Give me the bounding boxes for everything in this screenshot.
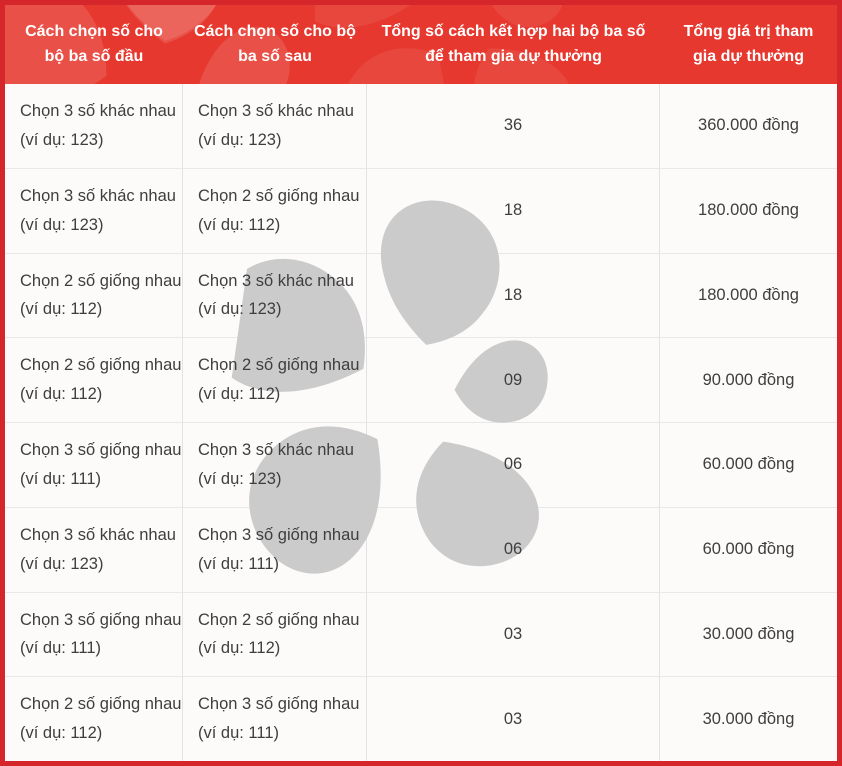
second-pick-example: (ví dụ: 112) xyxy=(198,385,281,404)
first-pick-text: Chọn 3 số khác nhau xyxy=(20,525,176,544)
cell-total-value: 60.000 đồng xyxy=(660,423,837,507)
second-pick-example: (ví dụ: 112) xyxy=(198,639,281,658)
second-pick-example: (ví dụ: 111) xyxy=(198,724,280,743)
total-value-text: 180.000 đồng xyxy=(698,201,799,220)
cell-combinations: 06 xyxy=(367,507,660,592)
table-header-row: Cách chọn số cho bộ ba số đầu Cách chọn … xyxy=(5,5,837,84)
combinations-value: 09 xyxy=(503,370,523,389)
cell-first-pick: Chọn 3 số khác nhau (ví dụ: 123) xyxy=(5,84,183,168)
header-combinations: Tổng số cách kết hợp hai bộ ba số để tha… xyxy=(381,22,646,65)
second-pick-example: (ví dụ: 112) xyxy=(198,215,281,234)
first-pick-text: Chọn 3 số giống nhau xyxy=(20,441,182,459)
cell-total-value: 360.000 đồng xyxy=(660,84,837,168)
first-pick-text: Chọn 3 số khác nhau xyxy=(20,186,176,205)
first-pick-example: (ví dụ: 112) xyxy=(20,300,103,319)
cell-first-pick: Chọn 3 số khác nhau (ví dụ: 123) xyxy=(5,507,183,592)
table-row: Chọn 2 số giống nhau (ví dụ: 112) Chọn 3… xyxy=(5,253,837,339)
cell-total-value: 30.000 đồng xyxy=(660,593,837,677)
cell-combinations: 18 xyxy=(367,168,660,253)
first-pick-example: (ví dụ: 111) xyxy=(20,639,102,658)
cell-combinations: 09 xyxy=(367,338,660,422)
cell-second-pick: Chọn 3 số khác nhau (ví dụ: 123) xyxy=(183,253,367,338)
first-pick-text: Chọn 3 số khác nhau xyxy=(20,102,176,120)
total-value-text: 30.000 đồng xyxy=(702,709,795,728)
second-pick-text: Chọn 3 số giống nhau xyxy=(198,525,360,544)
second-pick-text: Chọn 2 số giống nhau xyxy=(198,610,360,629)
cell-second-pick: Chọn 3 số khác nhau (ví dụ: 123) xyxy=(183,84,367,168)
table-row: Chọn 2 số giống nhau (ví dụ: 112) Chọn 3… xyxy=(5,677,837,761)
table-row: Chọn 3 số khác nhau (ví dụ: 123) Chọn 3 … xyxy=(5,507,837,593)
second-pick-example: (ví dụ: 123) xyxy=(198,130,282,149)
cell-combinations: 03 xyxy=(367,592,660,677)
table-row: Chọn 3 số khác nhau (ví dụ: 123) Chọn 2 … xyxy=(5,168,837,254)
second-pick-example: (ví dụ: 111) xyxy=(198,554,280,573)
cell-first-pick: Chọn 3 số giống nhau (ví dụ: 111) xyxy=(5,592,183,677)
combinations-value: 18 xyxy=(503,285,523,304)
total-value-text: 90.000 đồng xyxy=(702,370,795,389)
second-pick-text: Chọn 3 số khác nhau xyxy=(198,102,354,120)
table-row: Chọn 3 số giống nhau (ví dụ: 111) Chọn 2… xyxy=(5,592,837,678)
header-second-triple: Cách chọn số cho bộ ba số sau xyxy=(194,22,356,65)
cell-second-pick: Chọn 2 số giống nhau (ví dụ: 112) xyxy=(183,592,367,677)
total-value-text: 60.000 đồng xyxy=(702,540,795,559)
first-pick-example: (ví dụ: 123) xyxy=(20,130,104,149)
cell-second-pick: Chọn 2 số giống nhau (ví dụ: 112) xyxy=(183,338,367,422)
second-pick-text: Chọn 2 số giống nhau xyxy=(198,356,360,375)
second-pick-example: (ví dụ: 123) xyxy=(198,469,282,488)
combinations-value: 06 xyxy=(503,540,523,559)
first-pick-example: (ví dụ: 111) xyxy=(20,469,102,488)
total-value-text: 60.000 đồng xyxy=(702,455,795,474)
cell-first-pick: Chọn 3 số khác nhau (ví dụ: 123) xyxy=(5,168,183,253)
second-pick-text: Chọn 3 số giống nhau xyxy=(198,695,360,714)
combinations-value: 03 xyxy=(503,624,523,643)
second-pick-text: Chọn 3 số khác nhau xyxy=(198,271,354,290)
cell-total-value: 180.000 đồng xyxy=(660,169,837,253)
first-pick-text: Chọn 2 số giống nhau xyxy=(20,695,182,714)
cell-second-pick: Chọn 3 số giống nhau (ví dụ: 111) xyxy=(183,507,367,592)
table-row: Chọn 3 số giống nhau (ví dụ: 111) Chọn 3… xyxy=(5,423,837,508)
first-pick-example: (ví dụ: 123) xyxy=(20,554,104,573)
header-total-value: Tổng giá trị tham gia dự thưởng xyxy=(683,22,814,65)
cell-total-value: 180.000 đồng xyxy=(660,254,837,338)
second-pick-example: (ví dụ: 123) xyxy=(198,300,282,319)
cell-second-pick: Chọn 2 số giống nhau (ví dụ: 112) xyxy=(183,168,367,253)
cell-second-pick: Chọn 3 số khác nhau (ví dụ: 123) xyxy=(183,423,367,507)
combinations-value: 03 xyxy=(503,709,523,728)
first-pick-text: Chọn 3 số giống nhau xyxy=(20,610,182,629)
second-pick-text: Chọn 2 số giống nhau xyxy=(198,186,360,205)
cell-first-pick: Chọn 2 số giống nhau (ví dụ: 112) xyxy=(5,338,183,422)
cell-total-value: 60.000 đồng xyxy=(660,508,837,592)
cell-total-value: 90.000 đồng xyxy=(660,338,837,422)
cell-first-pick: Chọn 3 số giống nhau (ví dụ: 111) xyxy=(5,423,183,507)
table-row: Chọn 3 số khác nhau (ví dụ: 123) Chọn 3 … xyxy=(5,84,837,169)
total-value-text: 360.000 đồng xyxy=(698,116,799,135)
table-body: Chọn 3 số khác nhau (ví dụ: 123) Chọn 3 … xyxy=(5,84,837,761)
second-pick-text: Chọn 3 số khác nhau xyxy=(198,441,354,459)
combinations-value: 36 xyxy=(503,116,523,135)
first-pick-example: (ví dụ: 112) xyxy=(20,385,103,404)
first-pick-text: Chọn 2 số giống nhau xyxy=(20,271,182,290)
cell-combinations: 36 xyxy=(367,84,660,168)
cell-total-value: 30.000 đồng xyxy=(660,677,837,761)
total-value-text: 180.000 đồng xyxy=(698,285,799,304)
cell-first-pick: Chọn 2 số giống nhau (ví dụ: 112) xyxy=(5,253,183,338)
cell-combinations: 03 xyxy=(367,677,660,761)
combinations-value: 18 xyxy=(503,201,523,220)
total-value-text: 30.000 đồng xyxy=(702,624,795,643)
cell-combinations: 18 xyxy=(367,253,660,338)
combinations-value: 06 xyxy=(503,455,523,474)
header-first-triple: Cách chọn số cho bộ ba số đầu xyxy=(25,22,163,65)
first-pick-text: Chọn 2 số giống nhau xyxy=(20,356,182,375)
table-row: Chọn 2 số giống nhau (ví dụ: 112) Chọn 2… xyxy=(5,338,837,423)
cell-combinations: 06 xyxy=(367,423,660,507)
first-pick-example: (ví dụ: 112) xyxy=(20,724,103,743)
cell-first-pick: Chọn 2 số giống nhau (ví dụ: 112) xyxy=(5,677,183,761)
cell-second-pick: Chọn 3 số giống nhau (ví dụ: 111) xyxy=(183,677,367,761)
first-pick-example: (ví dụ: 123) xyxy=(20,215,104,234)
